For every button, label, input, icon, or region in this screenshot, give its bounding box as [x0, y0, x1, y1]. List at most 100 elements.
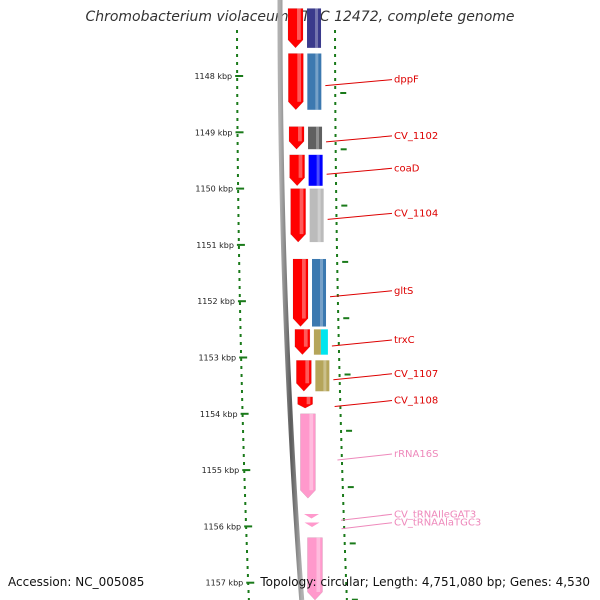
- ruler-dot: [335, 198, 338, 201]
- ruler-dot: [334, 30, 337, 33]
- gene-feature[interactable]: [288, 126, 323, 150]
- ruler-dot: [336, 302, 339, 305]
- ruler-dot: [338, 382, 341, 385]
- ruler-dot: [334, 158, 337, 161]
- label-leader-line: [337, 453, 393, 461]
- ruler-dot: [240, 382, 243, 385]
- cog-highlight: [320, 258, 324, 327]
- cog-bar: [307, 8, 322, 48]
- feature-arrow: [303, 514, 319, 519]
- ruler-mark: [340, 92, 347, 94]
- ruler-dot: [236, 134, 239, 137]
- ruler-dot: [244, 502, 247, 505]
- cog-highlight: [316, 126, 320, 150]
- ruler-dot: [338, 374, 341, 377]
- ruler-dot: [236, 126, 239, 129]
- ruler-dot: [241, 398, 244, 401]
- ruler-dot: [335, 222, 338, 225]
- feature-label[interactable]: CV_1104: [394, 208, 438, 219]
- ruler-dot: [237, 222, 240, 225]
- ruler-dot: [334, 86, 337, 89]
- gene-feature[interactable]: [287, 8, 322, 49]
- cog-bar: [308, 154, 323, 186]
- label-leader-line: [325, 79, 393, 87]
- cog-bar: [307, 53, 322, 110]
- gene-feature[interactable]: [290, 188, 324, 243]
- ruler-dot: [236, 30, 239, 33]
- ruler-dot: [239, 326, 242, 329]
- ruler-mark: [349, 542, 356, 545]
- ruler-dot: [337, 342, 340, 345]
- feature-label[interactable]: CV_1107: [394, 369, 438, 380]
- ruler-dot: [237, 206, 240, 209]
- label-leader-line: [327, 212, 393, 220]
- ruler-dot: [343, 534, 346, 537]
- ruler-dot: [242, 454, 245, 457]
- feature-arrow: [296, 360, 312, 392]
- ruler-dot: [236, 166, 239, 169]
- feature-highlight: [299, 188, 304, 235]
- ruler-dot: [243, 478, 246, 481]
- ruler-dot: [244, 510, 247, 513]
- ruler-dot: [337, 350, 340, 353]
- ruler-dot: [339, 398, 342, 401]
- ruler-dot: [341, 486, 344, 489]
- feature-label[interactable]: gltS: [394, 286, 413, 297]
- accession-text: Accession: NC_005085: [8, 575, 145, 589]
- ruler-dot: [340, 454, 343, 457]
- feature-label[interactable]: CV_1108: [394, 396, 438, 407]
- gene-feature[interactable]: [296, 360, 330, 392]
- gene-feature[interactable]: [288, 53, 322, 111]
- rna-feature[interactable]: [307, 537, 323, 600]
- ruler-tick-label: 1156 kbp: [203, 522, 241, 531]
- feature-label[interactable]: coaD: [394, 163, 420, 174]
- feature-label[interactable]: CV_tRNAAlaTGC3: [394, 518, 481, 529]
- ruler-mark: [347, 486, 354, 489]
- feature-highlight: [309, 413, 314, 491]
- ruler-tick-label: 1153 kbp: [198, 354, 236, 363]
- ruler-tick-label: 1150 kbp: [195, 185, 233, 194]
- feature-label[interactable]: rRNA16S: [394, 449, 438, 460]
- feature-arrow: [292, 258, 309, 327]
- ruler-dot: [239, 350, 242, 353]
- feature-label[interactable]: dppF: [394, 75, 419, 86]
- genome-backbone-line: [277, 0, 305, 600]
- label-leader-line: [329, 290, 393, 298]
- genome-backbone: [277, 0, 305, 600]
- feature-arrow: [288, 53, 304, 111]
- ruler-dot: [246, 558, 249, 561]
- ruler-dot: [344, 566, 347, 569]
- feature-arrow: [297, 396, 313, 409]
- ruler-dot: [240, 374, 243, 377]
- ruler-dot: [240, 366, 243, 369]
- ruler-dot: [247, 598, 250, 600]
- ruler-dot: [238, 302, 241, 305]
- feature-label[interactable]: trxC: [394, 335, 415, 346]
- ruler-dot: [334, 46, 337, 49]
- label-leader-line: [334, 400, 393, 408]
- feature-label[interactable]: CV_1102: [394, 131, 438, 142]
- ruler-dot: [240, 390, 243, 393]
- gene-feature[interactable]: [289, 154, 323, 187]
- feature-arrow: [294, 329, 311, 356]
- ruler-dot: [345, 582, 348, 585]
- ruler-dot: [334, 110, 337, 113]
- ruler-dot: [236, 102, 239, 105]
- gene-feature[interactable]: [297, 396, 313, 409]
- rna-feature[interactable]: [304, 522, 320, 527]
- ruler-dot: [340, 430, 343, 433]
- ruler-mark: [343, 317, 350, 320]
- ruler-dot: [334, 70, 337, 73]
- gene-feature[interactable]: [294, 329, 328, 356]
- rna-feature[interactable]: [303, 514, 319, 519]
- ruler-dot: [246, 574, 249, 577]
- rna-feature[interactable]: [300, 413, 316, 499]
- ruler-dot: [334, 62, 337, 65]
- feature-label[interactable]: CV_tRNAIleGAT3: [394, 509, 476, 520]
- ruler-dot: [238, 270, 241, 273]
- ruler-dot: [242, 438, 245, 441]
- feature-highlight: [297, 8, 301, 40]
- label-leader-line: [333, 373, 393, 381]
- gene-feature[interactable]: [292, 258, 327, 327]
- ruler-dot: [238, 262, 241, 265]
